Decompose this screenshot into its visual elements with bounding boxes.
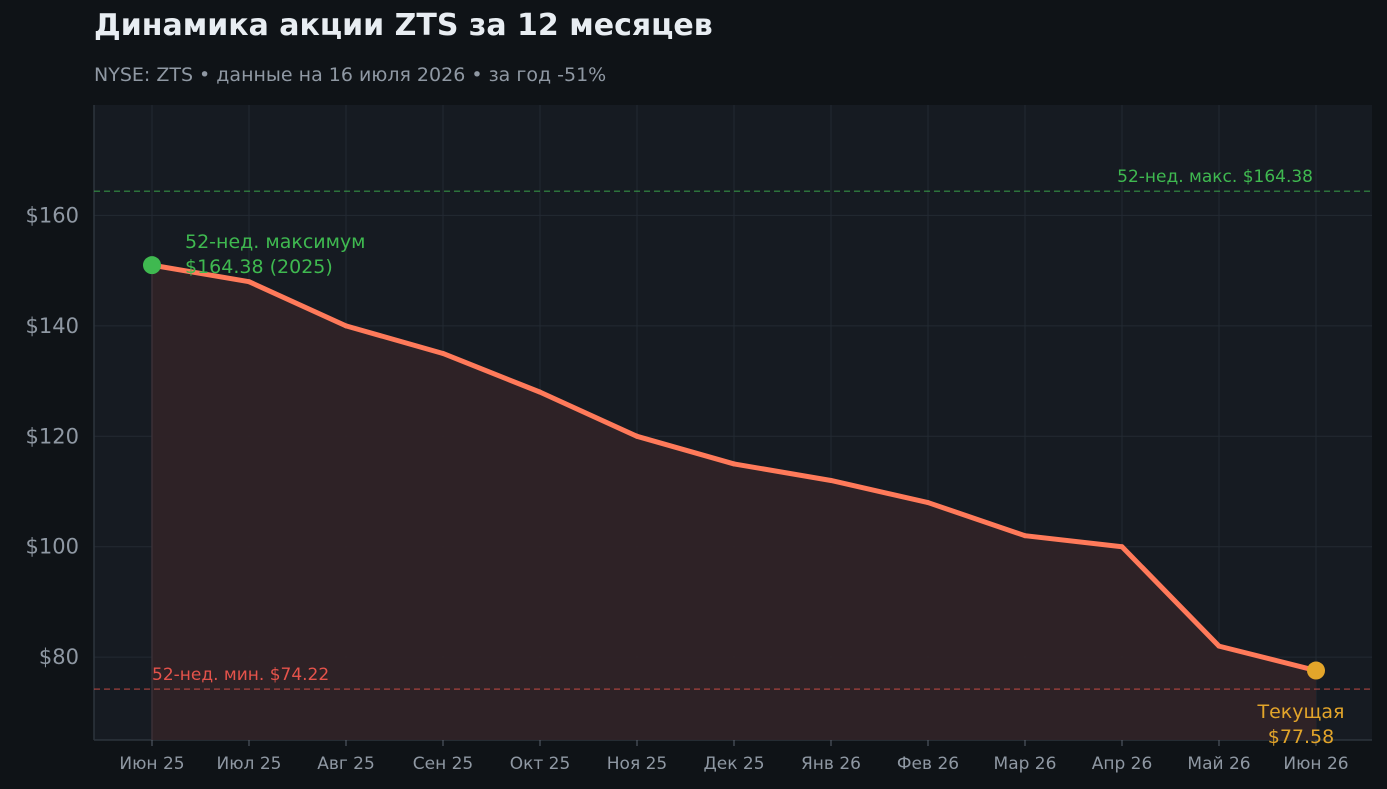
x-tick-label: Май 26 xyxy=(1187,754,1250,774)
current-annotation-line2: $77.58 xyxy=(1268,726,1334,748)
area-fill xyxy=(152,265,1316,740)
x-tick-label: Фев 26 xyxy=(897,754,959,774)
price-point xyxy=(634,433,640,439)
x-tick-label: Авг 25 xyxy=(317,754,375,774)
x-tick-label: Мар 26 xyxy=(994,754,1057,774)
price-point xyxy=(731,461,737,467)
x-tick-label: Июл 25 xyxy=(217,754,282,774)
x-tick-label: Апр 26 xyxy=(1092,754,1153,774)
low-reference-label: 52-нед. мин. $74.22 xyxy=(152,665,329,685)
current-annotation-line1: Текущая xyxy=(1257,701,1345,723)
y-tick-label: $140 xyxy=(26,314,79,338)
x-tick-label: Дек 25 xyxy=(703,754,764,774)
start-annotation-line2: $164.38 (2025) xyxy=(185,256,333,278)
y-tick-label: $80 xyxy=(39,645,79,669)
price-point xyxy=(1216,643,1222,649)
price-point xyxy=(1022,533,1028,539)
price-point xyxy=(343,323,349,329)
x-tick-label: Июн 26 xyxy=(1283,754,1348,774)
chart-title: Динамика акции ZTS за 12 месяцев xyxy=(94,8,713,43)
x-tick-label: Июн 25 xyxy=(119,754,184,774)
price-point xyxy=(828,477,834,483)
y-tick-label: $100 xyxy=(26,535,79,559)
chart-subtitle: NYSE: ZTS • данные на 16 июля 2026 • за … xyxy=(94,64,607,86)
price-point xyxy=(440,350,446,356)
x-tick-label: Янв 26 xyxy=(801,754,861,774)
price-point xyxy=(1119,544,1125,550)
start-annotation-line1: 52-нед. максимум xyxy=(185,231,366,253)
price-point xyxy=(925,500,931,506)
high-reference-label: 52-нед. макс. $164.38 xyxy=(1117,167,1313,187)
price-point xyxy=(246,279,252,285)
x-tick-label: Ноя 25 xyxy=(607,754,667,774)
y-tick-label: $120 xyxy=(26,424,79,448)
y-tick-label: $160 xyxy=(26,203,79,227)
start-point-marker xyxy=(143,256,161,275)
price-point xyxy=(537,389,543,395)
x-tick-label: Сен 25 xyxy=(413,754,473,774)
x-tick-label: Окт 25 xyxy=(510,754,571,774)
current-point-marker xyxy=(1307,661,1325,680)
